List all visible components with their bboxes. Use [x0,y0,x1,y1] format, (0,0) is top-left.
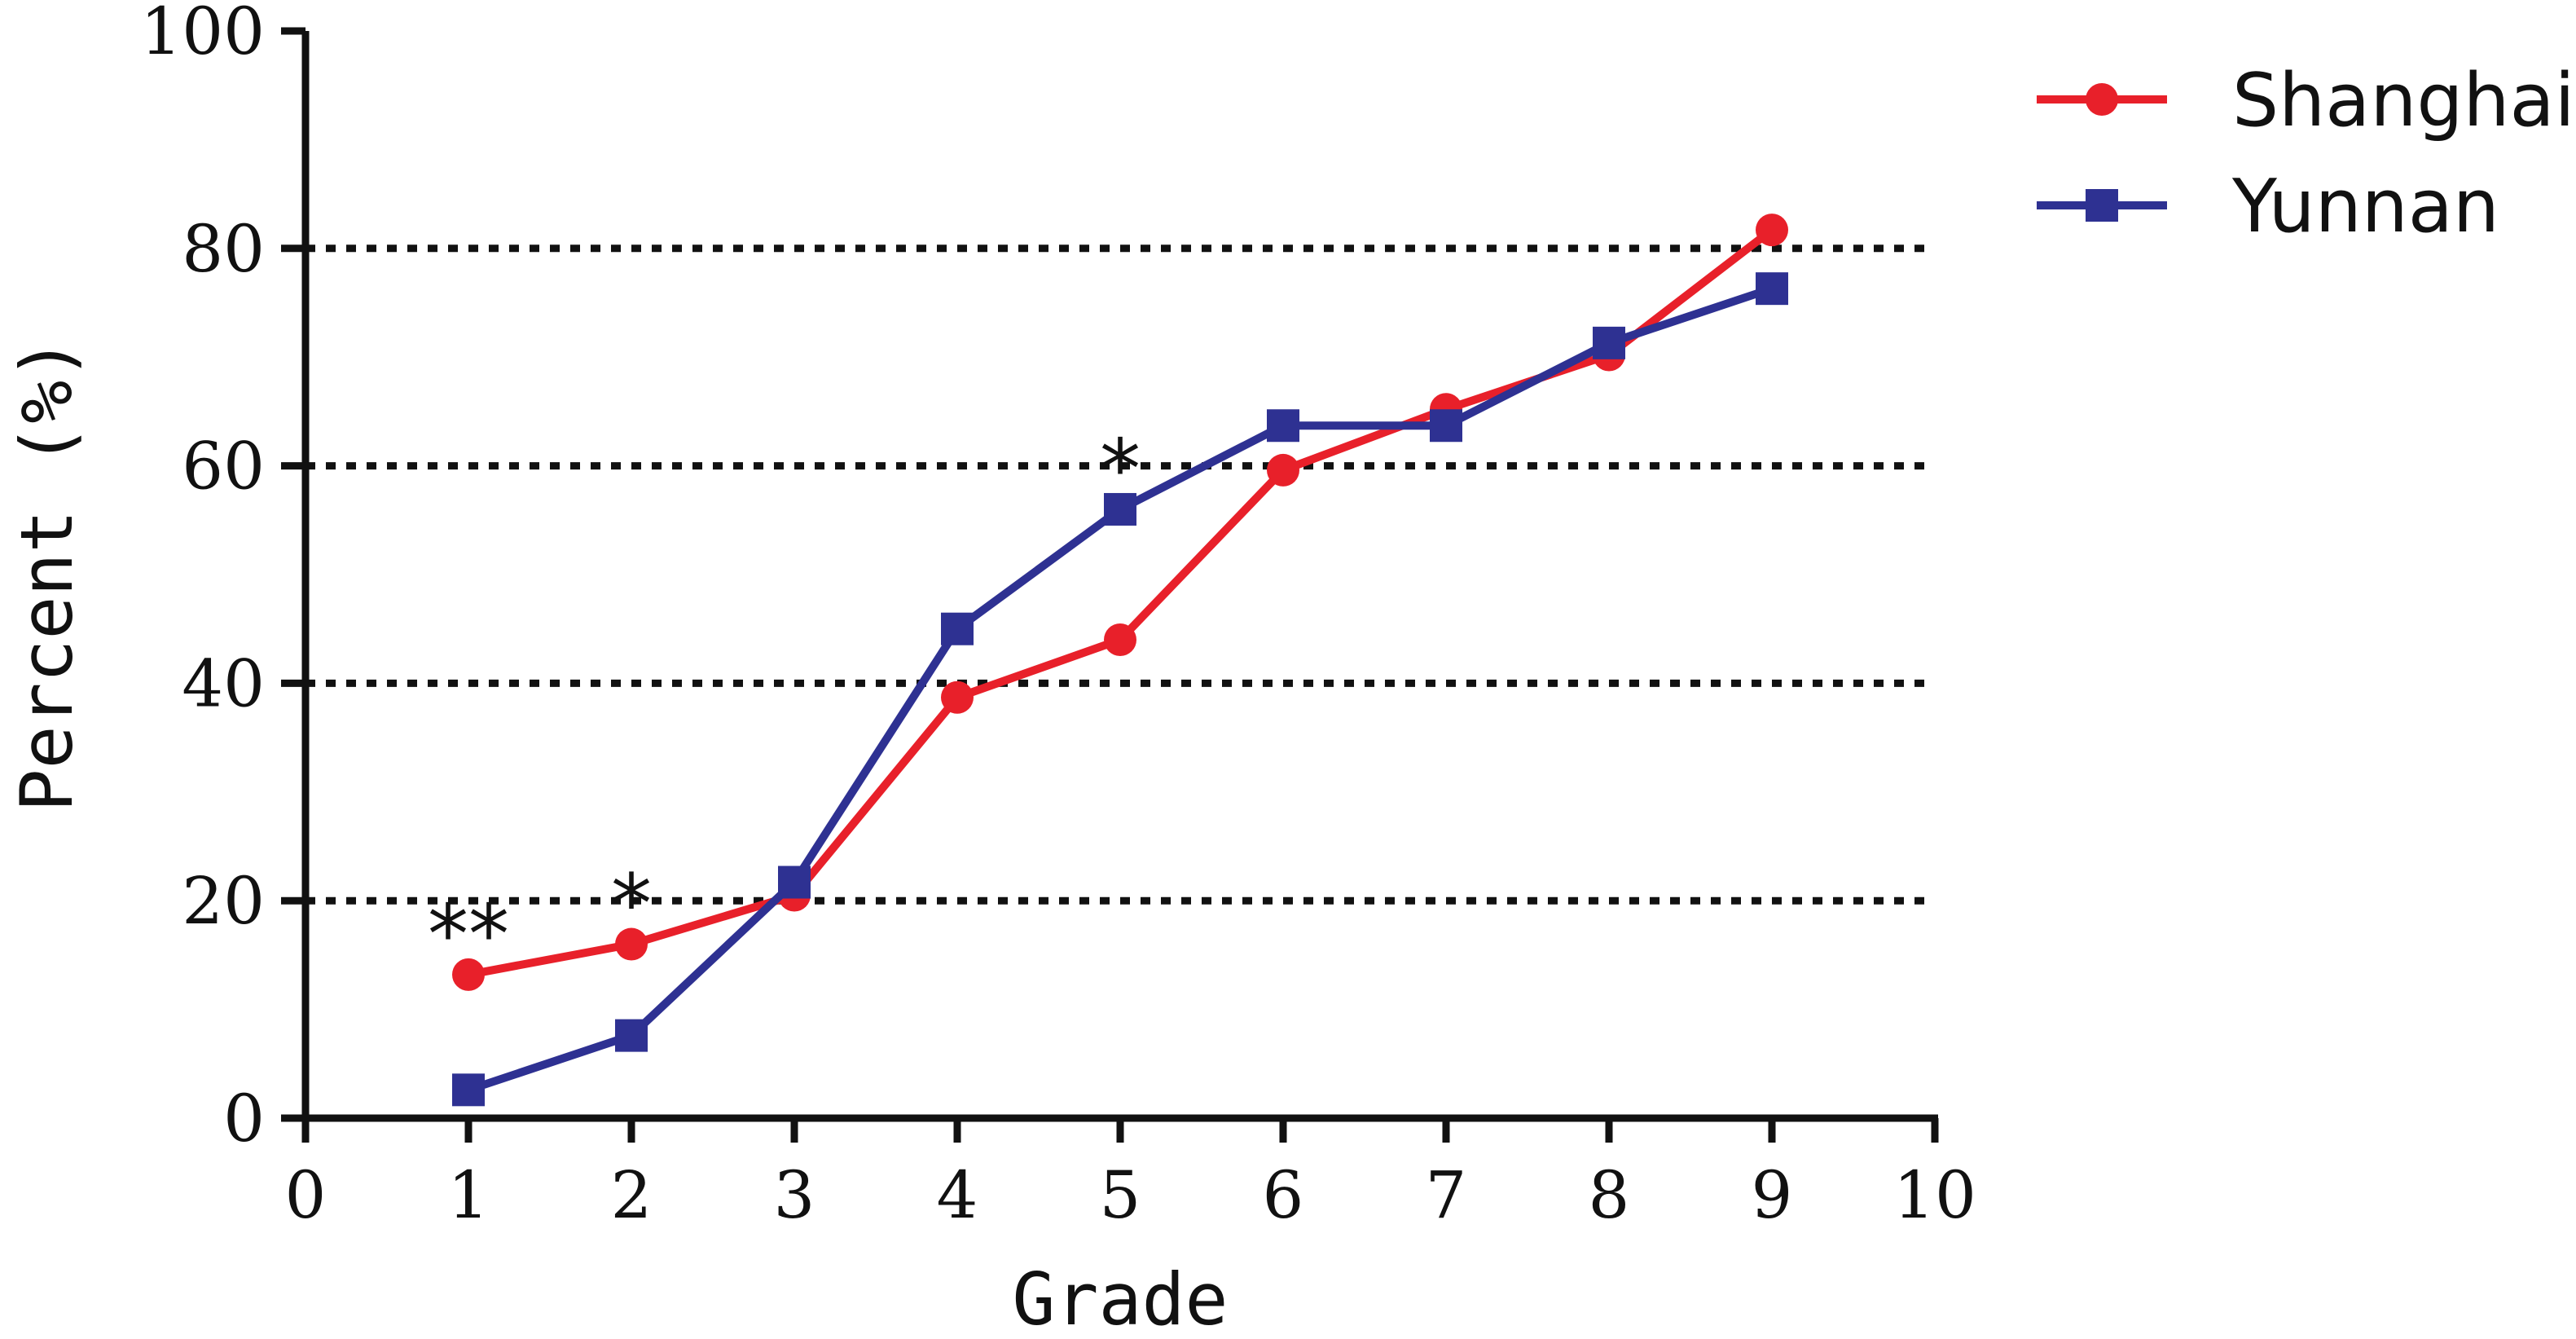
point-yunnan-grade-2 [615,1019,648,1052]
x-tick-label-9: 9 [1752,1157,1793,1233]
point-yunnan-grade-4 [941,612,974,645]
x-tick-label-0: 0 [285,1157,327,1233]
gridlines [306,244,1935,905]
legend-label-shanghai: Shanghai [2232,58,2575,143]
significance-marker-grade-1: ** [428,887,509,982]
point-yunnan-grade-1 [452,1073,485,1107]
axes: 0 20 40 60 80 100 0 1 2 3 4 5 6 7 8 9 10 Grade Percent (%) [5,0,1976,1339]
point-yunnan-grade-8 [1593,326,1625,359]
point-shanghai-grade-2 [615,927,648,961]
legend-marker-yunnan [2086,189,2118,222]
x-tick-label-3: 3 [774,1157,815,1233]
point-shanghai-grade-5 [1104,623,1136,657]
point-shanghai-grade-6 [1267,453,1299,487]
point-shanghai-grade-9 [1756,214,1788,247]
series-line-shanghai [468,227,1775,979]
point-yunnan-grade-6 [1267,409,1299,443]
x-axis-title: Grade [1013,1258,1229,1339]
x-tick-label-2: 2 [611,1157,653,1233]
point-yunnan-grade-7 [1430,409,1462,443]
x-tick-label-10: 10 [1893,1157,1976,1233]
legend: Shanghai Yunnan [2037,58,2575,249]
series [452,214,1788,1107]
y-tick-label-100: 100 [140,0,265,69]
legend-label-yunnan: Yunnan [2231,164,2499,249]
y-tick-label-0: 0 [223,1081,265,1156]
y-axis-title: Percent (%) [5,337,89,813]
y-tick-label-60: 60 [182,429,265,504]
point-yunnan-grade-5 [1104,492,1136,526]
y-tick-label-20: 20 [182,863,265,939]
series-line-yunnan [467,284,1774,1095]
x-tick-label-4: 4 [937,1157,978,1233]
significance-annotations: ** ** [428,421,1141,982]
significance-marker-grade-2: * [611,857,652,952]
y-tick-label-80: 80 [182,211,265,287]
x-tick-label-8: 8 [1589,1157,1630,1233]
series-yunnan [452,272,1788,1107]
legend-marker-shanghai [2086,83,2118,116]
legend-item-shanghai: Shanghai [2037,58,2575,143]
point-yunnan-grade-9 [1756,272,1788,306]
x-tick-label-7: 7 [1426,1157,1467,1233]
y-tick-label-40: 40 [182,645,265,721]
x-tick-label-1: 1 [448,1157,490,1233]
x-tick-label-5: 5 [1100,1157,1141,1233]
legend-item-yunnan: Yunnan [2037,164,2499,249]
x-tick-label-6: 6 [1263,1157,1304,1233]
significance-marker-grade-5: * [1100,421,1141,517]
point-yunnan-grade-3 [778,866,811,899]
point-shanghai-grade-1 [452,958,485,991]
series-shanghai [452,214,1788,991]
point-shanghai-grade-4 [941,681,974,714]
